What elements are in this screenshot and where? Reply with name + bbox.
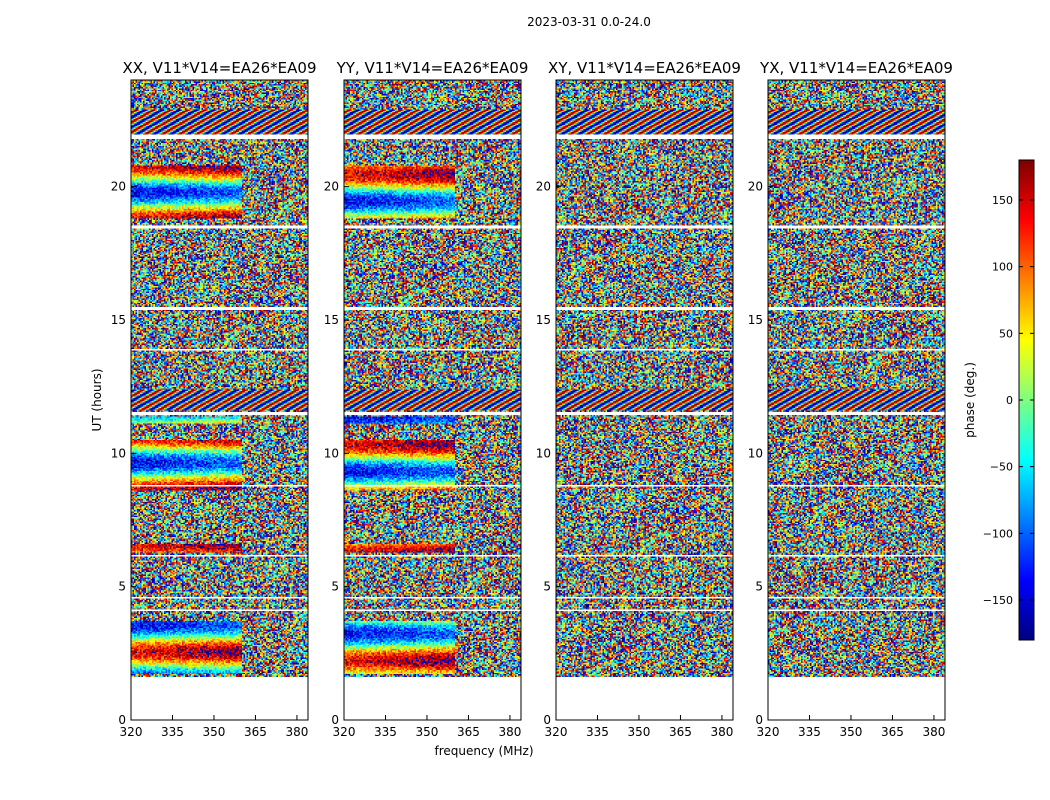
colorbar-tick-label: −100 [983,527,1013,540]
y-tick-label: 20 [748,180,763,194]
panel-2: XY, V11*V14=EA26*EA09 320 335 350 365 380 0 5 10… [536,59,741,739]
y-axis-label: UT (hours) [90,368,104,431]
y-tick-label: 15 [111,313,126,327]
colorbar-tick-label: 50 [999,327,1013,340]
panel-frame [767,79,946,721]
y-tick-label: 5 [543,580,551,594]
y-tick-label: 10 [111,446,126,460]
colorbar-label: phase (deg.) [963,362,977,438]
phase-heatmap-image [768,80,945,677]
y-tick-label: 0 [118,713,126,727]
y-tick-label: 5 [118,580,126,594]
y-tick-label: 15 [748,313,763,327]
x-tick-label: 350 [416,725,439,739]
panel-0: XX, V11*V14=EA26*EA09 320 335 350 365 380 0 5 10… [111,59,317,739]
panel-title: YX, V11*V14=EA26*EA09 [759,59,953,77]
y-tick-label: 10 [536,446,551,460]
y-tick-label: 15 [536,313,551,327]
colorbar: 150 100 50 0 −50 −100 −150 [983,159,1035,641]
y-tick-label: 20 [111,180,126,194]
x-tick-label: 335 [798,725,821,739]
y-tick-label: 0 [755,713,763,727]
x-tick-label: 320 [120,725,143,739]
x-tick-label: 320 [757,725,780,739]
x-tick-label: 365 [244,725,267,739]
panels-group: XX, V11*V14=EA26*EA09 320 335 350 365 380 0 5 10… [111,59,953,739]
panel-frame [130,79,309,721]
phase-heatmap-image [556,80,733,677]
y-tick-label: 20 [536,180,551,194]
y-tick-label: 5 [331,580,339,594]
colorbar-tick-label: 100 [992,261,1013,274]
x-tick-label: 350 [203,725,226,739]
phase-heatmap-image [344,80,521,677]
panel-title: XY, V11*V14=EA26*EA09 [548,59,741,77]
x-tick-label: 380 [285,725,308,739]
figure-suptitle: 2023-03-31 0.0-24.0 [527,15,651,29]
y-tick-label: 10 [324,446,339,460]
panel-3: YX, V11*V14=EA26*EA09 320 335 350 365 380 0 5 10… [748,59,953,739]
x-tick-label: 350 [840,725,863,739]
y-tick-label: 0 [331,713,339,727]
x-tick-label: 335 [586,725,609,739]
panel-1: YY, V11*V14=EA26*EA09 320 335 350 365 380 0 5 10… [324,59,529,739]
x-tick-label: 320 [545,725,568,739]
x-tick-label: 365 [457,725,480,739]
phase-heatmap-image [131,80,308,677]
x-tick-label: 380 [710,725,733,739]
x-tick-label: 380 [498,725,521,739]
y-tick-label: 10 [748,446,763,460]
colorbar-tick-label: 150 [992,194,1013,207]
x-tick-label: 320 [333,725,356,739]
y-tick-label: 0 [543,713,551,727]
x-tick-label: 380 [922,725,945,739]
x-tick-label: 365 [881,725,904,739]
colorbar-tick-label: 0 [1006,394,1013,407]
x-tick-label: 365 [669,725,692,739]
y-tick-label: 5 [755,580,763,594]
colorbar-tick-label: −150 [983,594,1013,607]
x-axis-label: frequency (MHz) [434,744,533,758]
panel-frame [343,79,522,721]
y-tick-label: 15 [324,313,339,327]
panel-frame [555,79,734,721]
panel-title: XX, V11*V14=EA26*EA09 [122,59,316,77]
panel-title: YY, V11*V14=EA26*EA09 [336,59,529,77]
colorbar-tick-label: −50 [990,461,1013,474]
x-tick-label: 335 [161,725,184,739]
y-tick-label: 20 [324,180,339,194]
x-tick-label: 350 [628,725,651,739]
x-tick-label: 335 [374,725,397,739]
